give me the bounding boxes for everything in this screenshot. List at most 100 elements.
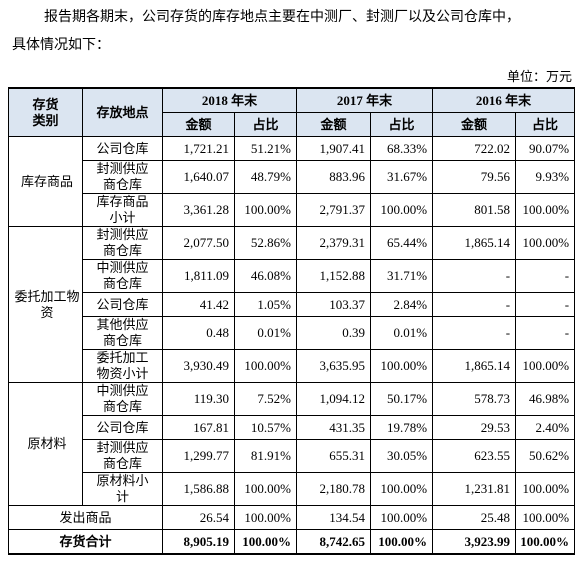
- value-cell: 100.00%: [515, 226, 576, 260]
- cell-text: 封测供应商仓库: [96, 440, 149, 471]
- value-cell: 100.00%: [370, 529, 434, 555]
- value-cell: 883.96: [296, 160, 372, 194]
- value-cell: 46.98%: [515, 382, 576, 416]
- location-cell: 封测供应商仓库: [82, 439, 163, 473]
- value-cell: 1,811.09: [162, 259, 235, 293]
- value-cell: 79.56: [432, 160, 517, 194]
- unit-label: 单位：万元: [506, 69, 572, 84]
- value-cell: 8,905.19: [162, 529, 235, 555]
- cell-text: 委托加工物资小计: [96, 350, 149, 381]
- table-row: 原材料 中测供应商仓库 119.30 7.52% 1,094.12 50.17% 578.7…: [8, 382, 576, 506]
- value-cell: -: [432, 316, 517, 350]
- value-cell: 100.00%: [515, 193, 576, 227]
- location-cell: 原材料小计: [82, 472, 163, 506]
- label-cell: 存货合计: [8, 529, 163, 555]
- value-cell: 26.54: [162, 505, 235, 530]
- value-cell: 81.91%: [233, 439, 298, 473]
- cell-text: 公司仓库: [96, 419, 149, 435]
- location-cell: 公司仓库: [82, 415, 163, 440]
- value-cell: 801.58: [432, 193, 517, 227]
- value-cell: -: [515, 259, 576, 293]
- value-cell: 50.62%: [515, 439, 576, 473]
- header-cell: 金额: [162, 112, 235, 137]
- value-cell: 100.00%: [515, 529, 576, 555]
- header-cell: 占比: [233, 112, 298, 137]
- value-cell: 100.00%: [515, 349, 576, 383]
- table-row: 委托加工物资小计 3,930.49 100.00% 3,635.95 100.00% 1,…: [9, 349, 576, 383]
- location-cell: 其他供应商仓库: [82, 316, 163, 350]
- value-cell: 31.67%: [370, 160, 434, 194]
- table-row: 发出商品 26.54 100.00% 134.54 100.00% 25.48 100.00…: [8, 505, 576, 530]
- value-cell: 578.73: [432, 382, 517, 416]
- header-cell: 金额: [432, 112, 517, 137]
- header-cell: 金额: [296, 112, 372, 137]
- table-row: 封测供应商仓库 1,640.07 48.79% 883.96 31.67% 79.56 9.…: [9, 160, 576, 194]
- location-cell: 公司仓库: [82, 292, 163, 317]
- cell-text: 封测供应商仓库: [96, 227, 149, 258]
- table-row: 公司仓库 167.81 10.57% 431.35 19.78% 29.53 2.40%: [9, 415, 576, 440]
- value-cell: 68.33%: [370, 136, 434, 161]
- table-row: 封测供应商仓库 1,299.77 81.91% 655.31 30.05% 623.55 5…: [9, 439, 576, 473]
- value-cell: 52.86%: [233, 226, 298, 260]
- value-cell: 100.00%: [370, 505, 434, 530]
- value-cell: 51.21%: [233, 136, 298, 161]
- label-cell: 发出商品: [8, 505, 163, 530]
- value-cell: 3,635.95: [296, 349, 372, 383]
- header-cell: 2016 年末: [432, 87, 576, 113]
- value-cell: 2.40%: [515, 415, 576, 440]
- value-cell: 65.44%: [370, 226, 434, 260]
- value-cell: 46.08%: [233, 259, 298, 293]
- cell-text: 其他供应商仓库: [96, 317, 149, 348]
- cell-text: 委托加工物资: [14, 288, 80, 320]
- value-cell: 1,907.41: [296, 136, 372, 161]
- table-row: 公司仓库 41.42 1.05% 103.37 2.84% - -: [9, 292, 576, 317]
- value-cell: 722.02: [432, 136, 517, 161]
- value-cell: 0.01%: [233, 316, 298, 350]
- value-cell: 167.81: [162, 415, 235, 440]
- cell-text: 中测供应商仓库: [96, 383, 149, 414]
- value-cell: 100.00%: [515, 472, 576, 506]
- value-cell: 2,379.31: [296, 226, 372, 260]
- value-cell: 119.30: [162, 382, 235, 416]
- value-cell: 48.79%: [233, 160, 298, 194]
- cell-text: 库存商品: [20, 173, 73, 189]
- value-cell: 103.37: [296, 292, 372, 317]
- value-cell: 8,742.65: [296, 529, 372, 555]
- location-cell: 封测供应商仓库: [82, 160, 163, 194]
- location-cell: 中测供应商仓库: [82, 382, 163, 416]
- cell-text: 中测供应商仓库: [96, 260, 149, 291]
- cell-text: 存货类别: [32, 96, 59, 128]
- cell-text: 公司仓库: [96, 296, 149, 312]
- value-cell: 3,930.49: [162, 349, 235, 383]
- category-cell: 库存商品: [8, 136, 83, 227]
- table-row: 原材料小计 1,586.88 100.00% 2,180.78 100.00% 1,231…: [9, 472, 576, 506]
- table-row: 库存商品小计 3,361.28 100.00% 2,791.37 100.00% 801.…: [9, 193, 576, 227]
- value-cell: 100.00%: [233, 193, 298, 227]
- value-cell: 2,180.78: [296, 472, 372, 506]
- value-cell: 100.00%: [233, 349, 298, 383]
- value-cell: 1.05%: [233, 292, 298, 317]
- inventory-table: 存货类别 存放地点 2018 年末 2017 年末 2016 年末 金额 占比 金额 占比 金额占…: [8, 87, 576, 555]
- table-row: 中测供应商仓库 1,811.09 46.08% 1,152.88 31.71% - -: [9, 259, 576, 293]
- value-cell: 41.42: [162, 292, 235, 317]
- value-cell: 25.48: [432, 505, 517, 530]
- value-cell: 3,361.28: [162, 193, 235, 227]
- value-cell: 1,299.77: [162, 439, 235, 473]
- value-cell: 100.00%: [233, 529, 298, 555]
- table-row: 存货合计 8,905.19 100.00% 8,742.65 100.00% 3,923.…: [8, 529, 576, 555]
- header-cell: 存放地点: [82, 87, 163, 137]
- header-cell: 占比: [370, 112, 434, 137]
- category-cell: 原材料: [8, 382, 83, 506]
- value-cell: 100.00%: [370, 472, 434, 506]
- value-cell: 31.71%: [370, 259, 434, 293]
- value-cell: 100.00%: [515, 505, 576, 530]
- value-cell: 1,231.81: [432, 472, 517, 506]
- value-cell: -: [432, 259, 517, 293]
- header-cell: 2018 年末: [161, 87, 298, 113]
- value-cell: 7.52%: [233, 382, 298, 416]
- value-cell: 50.17%: [370, 382, 434, 416]
- cell-text: 原材料小计: [96, 473, 149, 504]
- location-cell: 中测供应商仓库: [82, 259, 163, 293]
- value-cell: 9.93%: [515, 160, 576, 194]
